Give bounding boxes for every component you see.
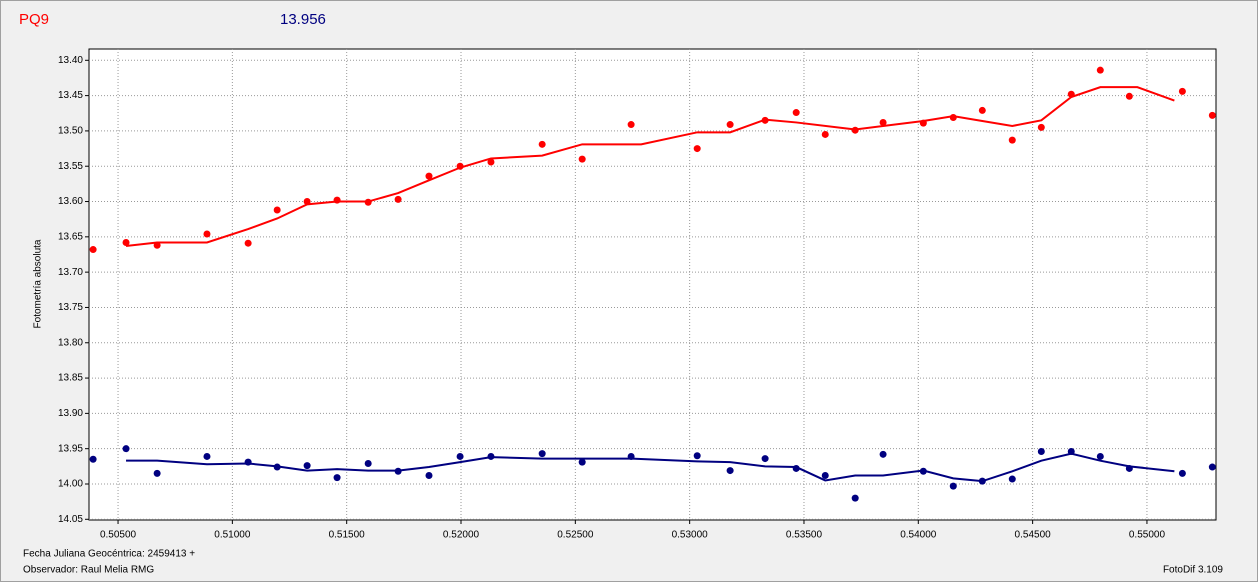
y-axis-label: Fotometría absoluta — [33, 239, 44, 328]
y-tick-label: 13.70 — [58, 267, 83, 278]
data-point — [122, 238, 130, 246]
data-point — [487, 158, 495, 166]
data-point — [538, 450, 546, 458]
data-point — [303, 462, 311, 470]
y-tick-label: 13.80 — [58, 337, 83, 348]
data-point — [726, 467, 734, 475]
y-tick-label: 13.45 — [58, 90, 83, 101]
y-tick-label: 13.55 — [58, 161, 83, 172]
data-point — [1208, 111, 1216, 119]
x-tick-label: 0.54500 — [1015, 530, 1052, 541]
y-tick-label: 13.75 — [58, 302, 83, 313]
data-point — [1096, 66, 1104, 74]
y-tick-label: 14.00 — [58, 479, 83, 490]
data-point — [244, 239, 252, 247]
y-tick-label: 13.95 — [58, 443, 83, 454]
x-tick-label: 0.53000 — [672, 530, 709, 541]
software: FotoDif 3.109 — [1163, 565, 1223, 576]
data-point — [425, 172, 433, 180]
data-point — [821, 472, 829, 480]
data-point — [1178, 469, 1186, 477]
data-point — [627, 121, 635, 129]
x-tick-label: 0.50500 — [100, 530, 137, 541]
data-point — [203, 230, 211, 238]
plot-area — [88, 48, 1217, 521]
data-point — [425, 472, 433, 480]
x-tick-label: 0.51500 — [329, 530, 366, 541]
data-point — [1096, 452, 1104, 460]
data-point — [821, 130, 829, 138]
data-point — [122, 445, 130, 453]
y-tick-label: 13.50 — [58, 126, 83, 137]
data-point — [538, 140, 546, 148]
data-point — [578, 458, 586, 466]
data-point — [693, 145, 701, 153]
data-point — [1037, 448, 1045, 456]
y-tick-label: 13.90 — [58, 408, 83, 419]
x-tick-label: 0.55000 — [1129, 530, 1166, 541]
x-tick-label: 0.52000 — [443, 530, 480, 541]
data-point — [693, 452, 701, 460]
data-point — [1125, 92, 1133, 100]
magnitude: 13.956 — [280, 11, 326, 28]
y-tick-label: 14.05 — [58, 514, 83, 525]
data-point — [203, 452, 211, 460]
data-point — [1037, 123, 1045, 131]
data-point — [456, 452, 464, 460]
y-tick-label: 13.85 — [58, 373, 83, 384]
data-point — [1008, 475, 1016, 483]
data-point — [949, 482, 957, 490]
data-point — [978, 106, 986, 114]
y-tick-label: 13.40 — [58, 55, 83, 66]
trend-line — [126, 452, 1175, 483]
data-point — [879, 118, 887, 126]
y-tick-label: 13.65 — [58, 231, 83, 242]
data-point — [851, 494, 859, 502]
data-point — [761, 455, 769, 463]
data-point — [1008, 136, 1016, 144]
trend-line — [125, 86, 1175, 248]
data-point — [1208, 463, 1216, 471]
data-point — [726, 121, 734, 129]
x-tick-label: 0.52500 — [557, 530, 594, 541]
data-point — [394, 195, 402, 203]
data-point — [578, 155, 586, 163]
x-tick-label: 0.54000 — [900, 530, 937, 541]
data-point — [1178, 87, 1186, 95]
data-point — [273, 206, 281, 214]
observer: Observador: Raul Melia RMG — [23, 565, 154, 576]
data-point — [89, 246, 97, 254]
x-tick-label: 0.53500 — [786, 530, 823, 541]
data-point — [364, 460, 372, 468]
data-point — [879, 450, 887, 458]
date-label: Fecha Juliana Geocéntrica: 2459413 + — [23, 549, 195, 560]
y-tick-label: 13.60 — [58, 196, 83, 207]
data-point — [333, 474, 341, 482]
data-point — [89, 455, 97, 463]
data-point — [153, 469, 161, 477]
x-tick-label: 0.51000 — [214, 530, 251, 541]
star-name: PQ9 — [19, 11, 49, 28]
data-point — [792, 109, 800, 117]
